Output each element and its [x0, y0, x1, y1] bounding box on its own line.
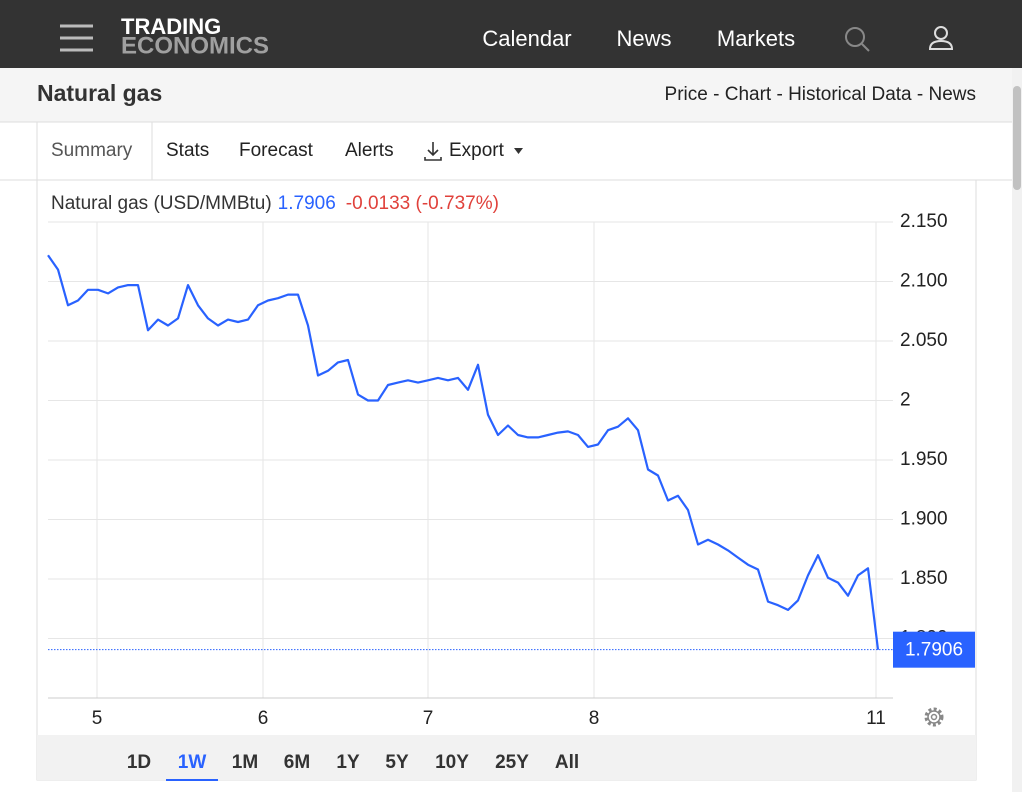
nav-link[interactable]: Calendar: [482, 26, 571, 51]
range-button[interactable]: 1M: [232, 752, 258, 773]
page-title: Natural gas: [37, 80, 162, 106]
y-tick-label: 1.900: [900, 509, 948, 530]
last-price-box: [893, 631, 975, 668]
range-bar: [37, 735, 976, 780]
y-tick-label: 2.050: [900, 330, 948, 351]
range-button[interactable]: 5Y: [385, 752, 409, 773]
tab[interactable]: Stats: [166, 140, 209, 161]
active-tab-box: [36, 121, 153, 182]
legend-price: 1.7906: [278, 193, 336, 214]
x-tick-label: 7: [423, 708, 434, 729]
range-button[interactable]: 1D: [127, 752, 151, 773]
y-tick-label: 2.100: [900, 271, 948, 292]
y-tick-label: 1.850: [900, 568, 948, 589]
tab[interactable]: Export: [449, 140, 505, 161]
range-button[interactable]: 25Y: [495, 752, 529, 773]
range-button[interactable]: 1W: [178, 752, 207, 773]
user-icon[interactable]: [928, 26, 954, 50]
y-tick-label: 2.150: [900, 211, 948, 232]
x-tick-label: 5: [92, 708, 103, 729]
x-tick-label: 6: [258, 708, 269, 729]
tab[interactable]: Alerts: [345, 140, 394, 161]
chart-panel: [36, 179, 977, 781]
tab[interactable]: Forecast: [239, 140, 314, 161]
last-price-label: 1.7906: [905, 640, 963, 661]
legend-change: -0.0133 (-0.737%): [346, 193, 499, 214]
scrollbar-thumb[interactable]: [1013, 86, 1021, 190]
logo-bottom: ECONOMICS: [121, 32, 269, 59]
nav-link[interactable]: Markets: [717, 26, 795, 51]
price-line: [47, 254, 880, 650]
caret: [514, 148, 523, 154]
nav-link[interactable]: News: [616, 26, 671, 51]
settings-icon[interactable]: [924, 707, 944, 727]
range-button[interactable]: 6M: [284, 752, 310, 773]
y-tick-label: 2: [900, 390, 911, 411]
search-icon[interactable]: [845, 27, 870, 52]
range-button[interactable]: 1Y: [336, 752, 360, 773]
logo-top: TRADING: [121, 14, 221, 39]
export-icon: [424, 142, 442, 161]
scrollbar: [1012, 68, 1022, 792]
x-tick-label: 11: [866, 708, 886, 729]
range-button[interactable]: All: [555, 752, 579, 773]
legend: Natural gas (USD/MMBtu) 1.7906 -0.0133 (-0…: [51, 193, 499, 214]
range-button[interactable]: 10Y: [435, 752, 469, 773]
title-bar: [0, 68, 1012, 122]
legend-title: Natural gas (USD/MMBtu): [51, 193, 272, 214]
top-bar: [0, 0, 1022, 68]
x-tick-label: 8: [589, 708, 600, 729]
tab[interactable]: Summary: [51, 140, 133, 161]
page-links[interactable]: Price - Chart - Historical Data - News: [665, 84, 976, 105]
menu-icon[interactable]: [60, 24, 93, 52]
y-tick-label: 1.950: [900, 449, 948, 470]
